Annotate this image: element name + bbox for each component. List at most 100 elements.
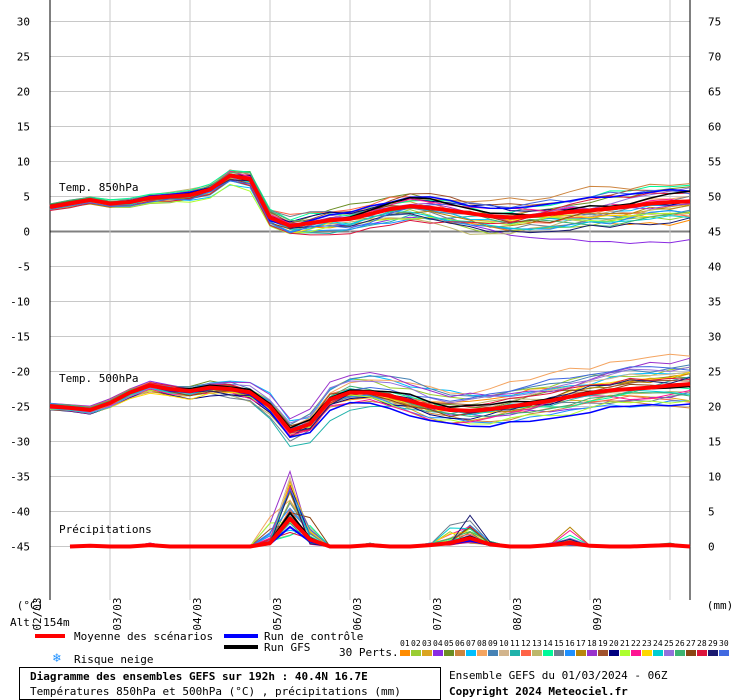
- label-t850: Temp. 850hPa: [59, 181, 138, 194]
- pert-color-swatch: [587, 650, 597, 656]
- pert-color-swatch: [609, 650, 619, 656]
- pert-color-swatch: [510, 650, 520, 656]
- y-tick-label-left: -40: [10, 506, 30, 519]
- pert-color-swatch: [576, 650, 586, 656]
- pert-number-label: 26: [675, 639, 685, 648]
- pert-color-swatch: [719, 650, 729, 656]
- x-tick-label: 03/03: [111, 597, 124, 630]
- y-tick-label-right: 65: [708, 86, 721, 99]
- pert-color-swatch: [631, 650, 641, 656]
- x-tick-label: 09/03: [591, 597, 604, 630]
- copyright: Copyright 2024 Meteociel.fr: [449, 685, 628, 698]
- snowflake-icon: ❄: [53, 651, 61, 666]
- legend-gfs-label: Run GFS: [264, 641, 311, 654]
- pert-color-swatch: [620, 650, 630, 656]
- y-tick-label-left: 10: [17, 156, 30, 169]
- label-t500: Temp. 500hPa: [59, 372, 138, 385]
- y-tick-label-left: -10: [10, 296, 30, 309]
- pert-color-swatch: [422, 650, 432, 656]
- pert-color-swatch: [411, 650, 421, 656]
- y-tick-label-left: -25: [10, 401, 30, 414]
- pert-number-label: 04: [433, 639, 443, 648]
- series-line-t850-mean: [49, 173, 691, 228]
- pert-number-label: 14: [543, 639, 553, 648]
- pert-number-label: 27: [686, 639, 696, 648]
- pert-color-swatch: [598, 650, 608, 656]
- pert-number-label: 24: [653, 639, 663, 648]
- y-tick-label-right: 30: [708, 331, 721, 344]
- y-tick-label-left: 15: [17, 121, 30, 134]
- pert-color-swatch: [466, 650, 476, 656]
- pert-number-label: 06: [455, 639, 465, 648]
- legend-control-swatch: [224, 634, 258, 638]
- pert-number-label: 16: [565, 639, 575, 648]
- pert-number-label: 19: [598, 639, 608, 648]
- y-tick-label-right: 50: [708, 191, 721, 204]
- pert-color-swatch: [697, 650, 707, 656]
- x-tick-label: 08/03: [511, 597, 524, 630]
- pert-number-label: 18: [587, 639, 597, 648]
- legend-snow-label: Risque neige: [74, 653, 154, 666]
- y-tick-label-right: 70: [708, 51, 721, 64]
- pert-color-swatch: [455, 650, 465, 656]
- pert-number-label: 01: [400, 639, 410, 648]
- pert-number-label: 30: [719, 639, 729, 648]
- x-tick-label: 02/03: [31, 597, 44, 630]
- y-tick-label-left: 30: [17, 16, 30, 29]
- pert-color-swatch: [554, 650, 564, 656]
- y-tick-label-left: -35: [10, 471, 30, 484]
- pert-number-label: 03: [422, 639, 432, 648]
- pert-color-swatch: [653, 650, 663, 656]
- y-tick-label-right: 15: [708, 436, 721, 449]
- altitude-label: Alt. 154m: [10, 616, 70, 629]
- y-tick-label-right: 60: [708, 121, 721, 134]
- pert-number-label: 11: [510, 639, 520, 648]
- y-tick-label-right: 0: [708, 541, 715, 554]
- x-tick-label: 05/03: [271, 597, 284, 630]
- x-tick-label: 04/03: [191, 597, 204, 630]
- label-precip: Précipitations: [59, 523, 152, 536]
- y-tick-label-left: -5: [17, 261, 30, 274]
- pert-number-label: 05: [444, 639, 454, 648]
- series-line-t850-member: [49, 180, 691, 233]
- pert-color-swatch: [686, 650, 696, 656]
- pert-number-label: 29: [708, 639, 718, 648]
- chart-subtitle: Températures 850hPa et 500hPa (°C) , pré…: [30, 685, 401, 698]
- y-tick-label-left: -15: [10, 331, 30, 344]
- pert-number-label: 21: [620, 639, 630, 648]
- series-line-precip-mean: [69, 516, 691, 549]
- pert-color-swatch: [400, 650, 410, 656]
- x-tick-label: 06/03: [351, 597, 364, 630]
- pert-number-label: 02: [411, 639, 421, 648]
- pert-color-swatch: [477, 650, 487, 656]
- y-tick-label-left: -30: [10, 436, 30, 449]
- pert-number-label: 12: [521, 639, 531, 648]
- right-unit-label: (mm): [707, 599, 734, 612]
- pert-color-swatch: [444, 650, 454, 656]
- plot-area: [50, 0, 690, 600]
- y-tick-label-right: 20: [708, 401, 721, 414]
- pert-number-label: 25: [664, 639, 674, 648]
- y-tick-label-right: 40: [708, 261, 721, 274]
- pert-number-label: 08: [477, 639, 487, 648]
- legend-mean-label: Moyenne des scénarios: [74, 630, 214, 643]
- pert-number-label: 23: [642, 639, 652, 648]
- pert-color-swatch: [565, 650, 575, 656]
- pert-color-swatch: [433, 650, 443, 656]
- pert-number-label: 28: [697, 639, 707, 648]
- y-tick-label-left: 5: [23, 191, 30, 204]
- legend-perts-label: 30 Perts.: [339, 646, 399, 659]
- x-tick-label: 07/03: [431, 597, 444, 630]
- pert-number-label: 09: [488, 639, 498, 648]
- legend-gfs-swatch: [224, 645, 258, 649]
- pert-number-label: 20: [609, 639, 619, 648]
- pert-number-label: 17: [576, 639, 586, 648]
- pert-color-swatch: [708, 650, 718, 656]
- pert-color-swatch: [543, 650, 553, 656]
- chart-title: Diagramme des ensembles GEFS sur 192h : …: [30, 670, 368, 683]
- pert-color-swatch: [642, 650, 652, 656]
- y-tick-label-left: 20: [17, 86, 30, 99]
- y-tick-label-left: -20: [10, 366, 30, 379]
- y-tick-label-right: 55: [708, 156, 721, 169]
